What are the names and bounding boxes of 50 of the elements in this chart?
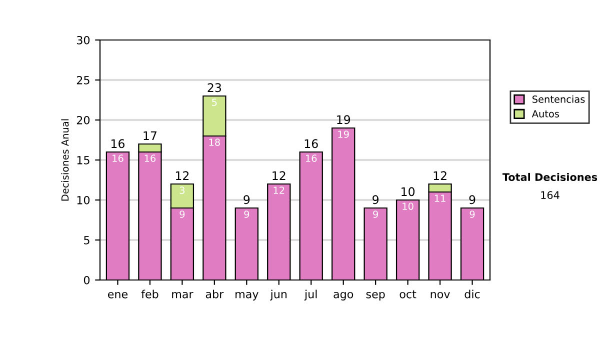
- x-tick-label: jul: [304, 290, 317, 300]
- data-label: 16: [112, 154, 124, 162]
- data-label: 9: [470, 210, 475, 218]
- total-label: 16: [112, 139, 124, 148]
- data-label: 9: [373, 210, 378, 218]
- total-label: 9: [469, 195, 476, 204]
- y-tick-label: 25: [76, 76, 90, 84]
- x-tick-label: jun: [270, 290, 287, 300]
- legend-label: Sentencias: [532, 95, 585, 103]
- x-tick-label: dic: [464, 290, 480, 298]
- x-tick-label: mar: [172, 292, 194, 298]
- x-tick-label: may: [236, 292, 258, 300]
- data-label: 16: [306, 154, 317, 162]
- data-label: 12: [274, 186, 284, 194]
- x-tick-label: feb: [141, 290, 158, 298]
- total-label: 12: [434, 171, 446, 180]
- text: Total Decisiones: [502, 172, 598, 182]
- y-tick-label: 10: [77, 196, 90, 204]
- total-label: 23: [208, 83, 221, 92]
- y-tick-label: 20: [76, 116, 90, 124]
- total-label: 9: [244, 195, 250, 204]
- x-tick-label: abr: [206, 290, 224, 298]
- x-tick-label: ene: [108, 292, 128, 298]
- total-label: 12: [176, 171, 189, 180]
- data-label: 9: [244, 210, 250, 218]
- data-label: 11: [434, 194, 446, 202]
- y-tick-label: 0: [84, 276, 90, 284]
- legend-label: Autos: [532, 110, 560, 118]
- y-axis-title: Decisiones Anual: [61, 119, 69, 201]
- total-label: 10: [402, 187, 415, 196]
- total-label: 17: [144, 131, 156, 140]
- x-tick-label: ago: [334, 292, 354, 300]
- x-tick-label: sep: [366, 292, 385, 300]
- y-tick-label: 15: [77, 156, 90, 164]
- x-tick-label: oct: [400, 290, 416, 298]
- data-label: 16: [144, 154, 156, 162]
- data-label: 3: [180, 186, 185, 194]
- total-label: 12: [272, 171, 286, 180]
- data-label: 10: [402, 202, 414, 210]
- data-label: 18: [209, 138, 220, 146]
- data-label: 9: [180, 210, 185, 218]
- total-label: 16: [304, 139, 318, 148]
- text: 164: [541, 191, 560, 200]
- y-tick-label: 30: [76, 36, 90, 44]
- total-label: 19: [337, 115, 350, 124]
- total-label: 9: [372, 195, 379, 204]
- x-tick-label: nov: [430, 292, 450, 298]
- data-label: 19: [338, 130, 349, 138]
- y-tick-label: 5: [84, 236, 90, 244]
- data-label: 5: [212, 98, 217, 106]
